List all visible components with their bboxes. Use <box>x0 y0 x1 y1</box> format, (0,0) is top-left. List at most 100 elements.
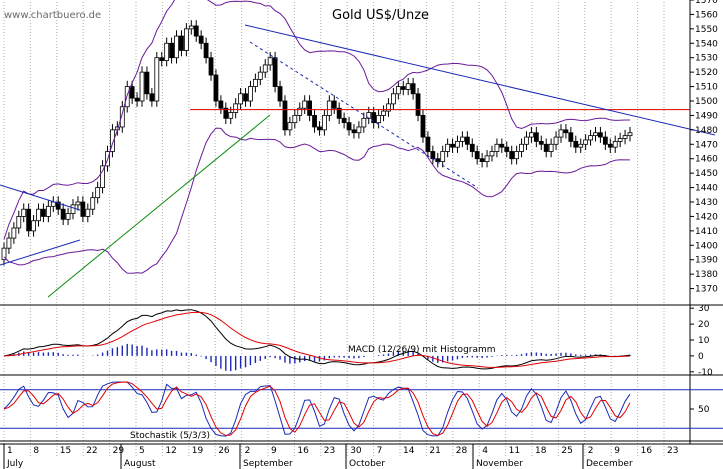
x-tick-label: 15 <box>60 446 71 456</box>
candle-body <box>149 93 155 102</box>
candle-body <box>272 57 278 87</box>
y-tick-label: 1530 <box>695 54 718 64</box>
candle-body <box>440 151 446 162</box>
candle-body <box>238 93 243 105</box>
candle-body <box>607 143 613 148</box>
candle-body <box>543 143 549 152</box>
x-tick-label: 1 <box>7 446 13 456</box>
candle-body <box>321 115 327 131</box>
candle-body <box>430 151 436 160</box>
candle-body <box>144 71 150 95</box>
candle-body <box>346 122 352 131</box>
candle-body <box>262 64 268 73</box>
y-tick-label: 1390 <box>695 256 718 266</box>
candle-body <box>583 139 589 145</box>
candle-body <box>252 78 258 87</box>
candle-body <box>489 151 495 157</box>
candle-body <box>494 143 500 152</box>
candle-body <box>233 103 239 113</box>
candle-body <box>361 117 367 128</box>
y-tick-label: 1520 <box>695 68 718 78</box>
watermark: www.chartbuero.de <box>4 10 101 21</box>
candle-body <box>169 42 174 59</box>
candle-body <box>228 112 234 119</box>
y-tick-label: 1460 <box>695 155 718 165</box>
candle-body <box>336 107 342 119</box>
early-channel-top <box>0 184 81 211</box>
candle-body <box>45 205 51 217</box>
candle-body <box>627 132 633 137</box>
candle-body <box>514 151 520 160</box>
candle-body <box>21 208 27 217</box>
y-tick-label: 1440 <box>695 184 718 194</box>
candle-body <box>60 208 66 220</box>
stochastic-panel <box>0 381 723 437</box>
x-tick-label: 23 <box>667 446 678 456</box>
candle-body <box>331 100 337 109</box>
y-tick-label: 1540 <box>695 39 718 49</box>
candle-body <box>474 151 480 160</box>
candle-body <box>50 201 56 207</box>
candle-body <box>282 100 288 131</box>
candle-body <box>553 136 559 145</box>
x-tick-label: 4 <box>482 446 488 456</box>
x-tick-label: 2 <box>245 446 251 456</box>
candle-body <box>218 100 224 109</box>
candle-body <box>469 143 475 152</box>
candle-body <box>193 25 199 37</box>
x-tick-label: 18 <box>535 446 547 456</box>
early-channel-bottom <box>0 239 81 266</box>
candle-body <box>75 201 81 206</box>
candle-body <box>602 136 608 145</box>
candle-body <box>179 35 184 51</box>
candle-body <box>499 143 505 148</box>
candle-body <box>484 155 490 162</box>
x-tick-label: 19 <box>192 446 204 456</box>
x-tick-label: 8 <box>33 446 39 456</box>
month-label: November <box>476 459 523 469</box>
y-tick-label: 1510 <box>695 83 718 93</box>
candle-body <box>524 136 529 145</box>
candle-body <box>415 93 421 116</box>
candle-body <box>425 136 431 152</box>
x-tick-label: 16 <box>297 446 309 456</box>
x-tick-label: 26 <box>218 446 230 456</box>
macd-panel <box>3 309 631 372</box>
downtrend-line <box>244 24 716 136</box>
x-axis: 1 8 15 22 29 5 12 19 26 2 9 16 23 30 7 14 21 28 4 11 18 25 2 9 1… <box>3 444 678 469</box>
candle-body <box>243 93 248 102</box>
candle-body <box>588 135 593 141</box>
candle-body <box>386 103 391 112</box>
candle-body <box>129 86 135 99</box>
x-tick-label: 23 <box>324 446 335 456</box>
candle-body <box>435 158 441 162</box>
x-tick-label: 21 <box>429 446 440 456</box>
candle-body <box>460 136 465 142</box>
candle-body <box>326 100 332 116</box>
x-tick-label: 16 <box>641 446 653 456</box>
candle-body <box>110 129 115 152</box>
candle-body <box>203 42 209 59</box>
candle-body <box>558 129 564 138</box>
candle-body <box>356 126 362 134</box>
candle-body <box>80 201 86 217</box>
month-label: September <box>243 459 293 469</box>
candle-body <box>267 57 273 66</box>
grid <box>3 2 665 456</box>
candle-body <box>292 115 298 124</box>
candle-body <box>277 86 283 102</box>
candle-body <box>391 93 396 105</box>
macd-y-tick-label: 20 <box>698 320 710 330</box>
candle-body <box>198 35 204 44</box>
y-tick-label: 1400 <box>695 241 718 251</box>
candle-body <box>36 208 41 222</box>
candle-body <box>223 107 229 119</box>
candle-body <box>257 71 263 80</box>
candle-body <box>317 126 322 131</box>
macd-y-tick-label: 0 <box>698 352 704 362</box>
candle-body <box>371 112 377 124</box>
month-label: July <box>6 459 24 469</box>
x-tick-label: 12 <box>165 446 176 456</box>
candle-body <box>183 28 189 51</box>
